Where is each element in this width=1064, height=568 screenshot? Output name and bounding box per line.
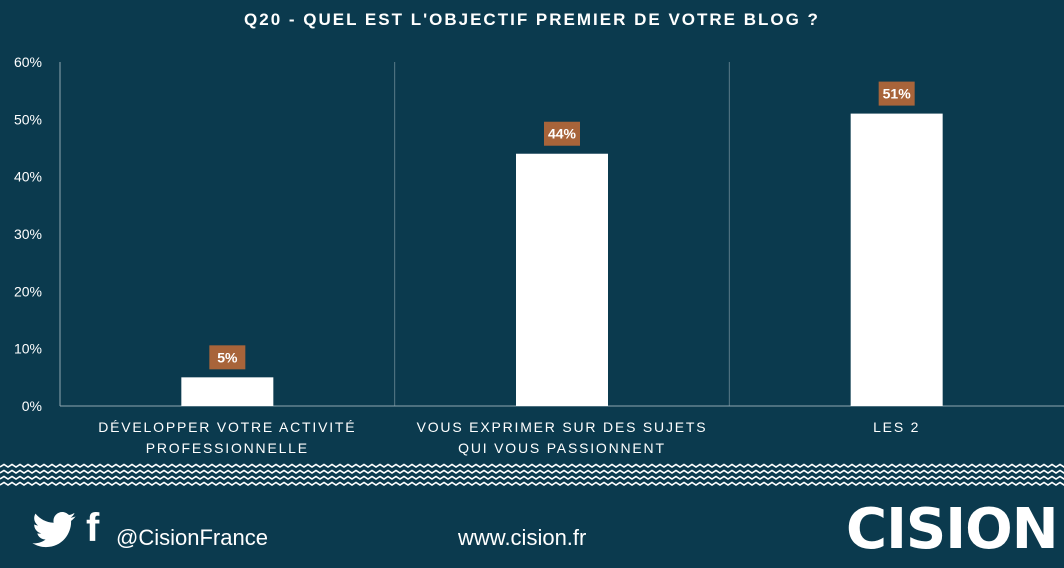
zigzag-divider: [0, 462, 1064, 492]
facebook-icon[interactable]: f: [86, 506, 100, 550]
twitter-handle[interactable]: @CisionFrance: [116, 525, 268, 550]
data-label: 44%: [548, 126, 577, 142]
y-tick-label: 50%: [14, 111, 42, 127]
y-tick-label: 40%: [14, 169, 42, 185]
zigzag-line: [0, 475, 1064, 480]
data-label: 51%: [883, 86, 912, 102]
registered-mark: ®: [1046, 506, 1053, 516]
category-label: VOUS EXPRIMER SUR DES SUJETS: [417, 419, 708, 435]
twitter-icon[interactable]: [32, 512, 76, 548]
zigzag-line: [0, 469, 1064, 474]
category-label: PROFESSIONNELLE: [146, 440, 309, 456]
data-label-box: [544, 121, 580, 146]
y-tick-label: 30%: [14, 226, 42, 242]
y-tick-label: 0%: [22, 398, 42, 414]
bar: [850, 113, 943, 406]
zigzag-line: [0, 481, 1064, 486]
bar-chart: 0% 10% 20% 30% 40% 50% 60% 5% DÉVELOPPER VOTRE A…: [14, 54, 1064, 456]
y-tick-label: 20%: [14, 283, 42, 299]
data-label-box: [878, 81, 915, 106]
category-label: LES 2: [873, 419, 920, 435]
category-label: QUI VOUS PASSIONNENT: [458, 440, 666, 456]
data-label: 5%: [217, 349, 238, 365]
cision-logo: CISION: [846, 497, 1059, 562]
category-label: DÉVELOPPER VOTRE ACTIVITÉ: [98, 419, 356, 435]
footer: [0, 492, 1064, 568]
bar: [516, 153, 608, 406]
data-label-box: [209, 345, 246, 370]
bar: [181, 377, 274, 406]
chart-title: Q20 - QUEL EST L'OBJECTIF PREMIER DE VOT…: [244, 10, 820, 29]
zigzag-line: [0, 463, 1064, 468]
y-tick-label: 10%: [14, 341, 42, 357]
website-link[interactable]: www.cision.fr: [458, 525, 587, 550]
y-tick-label: 60%: [14, 54, 42, 70]
